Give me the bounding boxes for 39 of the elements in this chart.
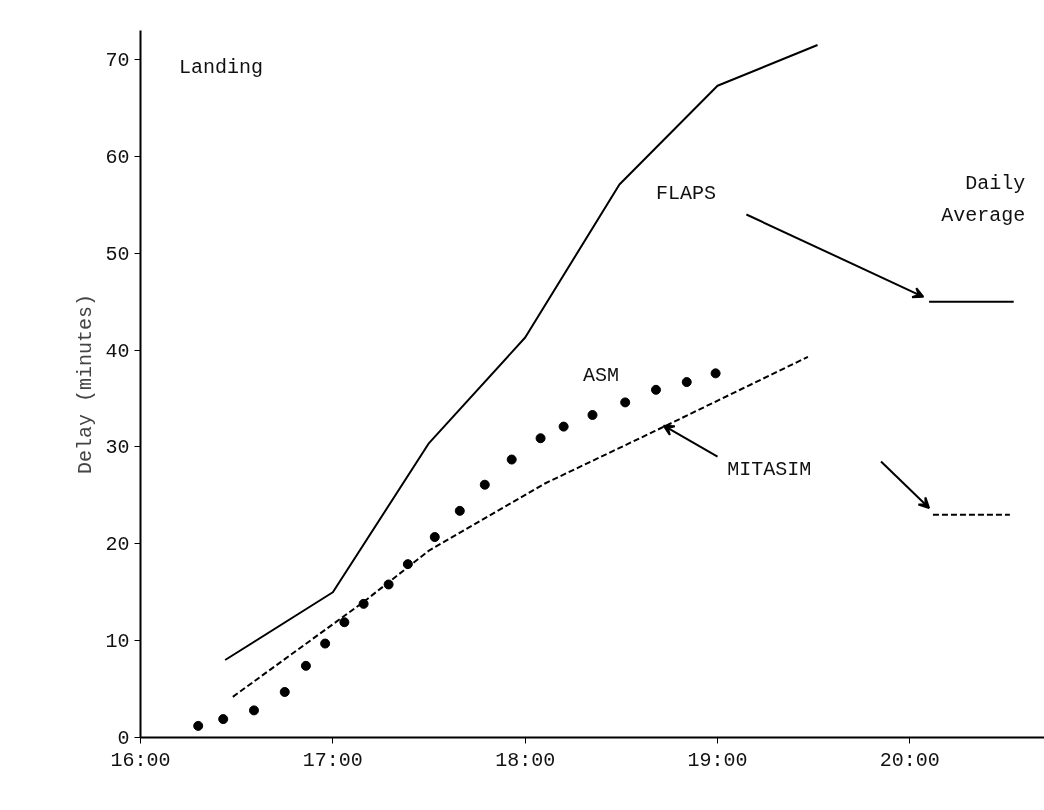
line-series <box>231 355 809 698</box>
point <box>620 397 631 408</box>
point <box>454 505 465 516</box>
point <box>339 617 350 628</box>
point <box>506 454 517 465</box>
point <box>710 368 721 379</box>
y-tick-label: 40 <box>105 339 130 363</box>
annotation: Daily Average <box>941 172 1026 228</box>
series-label: ASM <box>582 363 619 387</box>
x-tick-label: 18:00 <box>495 748 556 772</box>
point <box>535 433 546 444</box>
series-label: FLAPS <box>655 181 716 205</box>
point <box>587 410 598 420</box>
x-tick-label: 17:00 <box>302 748 363 772</box>
x-tick-label: 20:00 <box>879 748 940 772</box>
point <box>300 660 311 671</box>
point <box>650 384 661 395</box>
point <box>320 638 331 649</box>
y-tick-label: 50 <box>105 242 130 266</box>
x-tick-label: 19:00 <box>687 748 748 772</box>
y-tick-label: 30 <box>105 436 130 460</box>
point <box>429 532 440 543</box>
point <box>218 714 229 725</box>
y-tick-label: 70 <box>105 49 130 73</box>
y-axis-title: Delay (minutes) <box>74 293 98 475</box>
y-tick-label: 0 <box>117 727 130 750</box>
x-tick-label: 16:00 <box>110 748 171 772</box>
point <box>681 377 692 388</box>
point <box>248 705 259 716</box>
point <box>558 421 569 432</box>
point <box>479 479 490 490</box>
point <box>279 686 290 697</box>
text: MITASIM <box>727 457 812 481</box>
y-tick-label: 10 <box>105 630 130 654</box>
y-tick-label: 20 <box>105 533 130 557</box>
point <box>193 720 204 731</box>
annotation: Landing <box>178 55 263 79</box>
y-tick-label: 60 <box>105 145 130 169</box>
point <box>383 579 394 590</box>
